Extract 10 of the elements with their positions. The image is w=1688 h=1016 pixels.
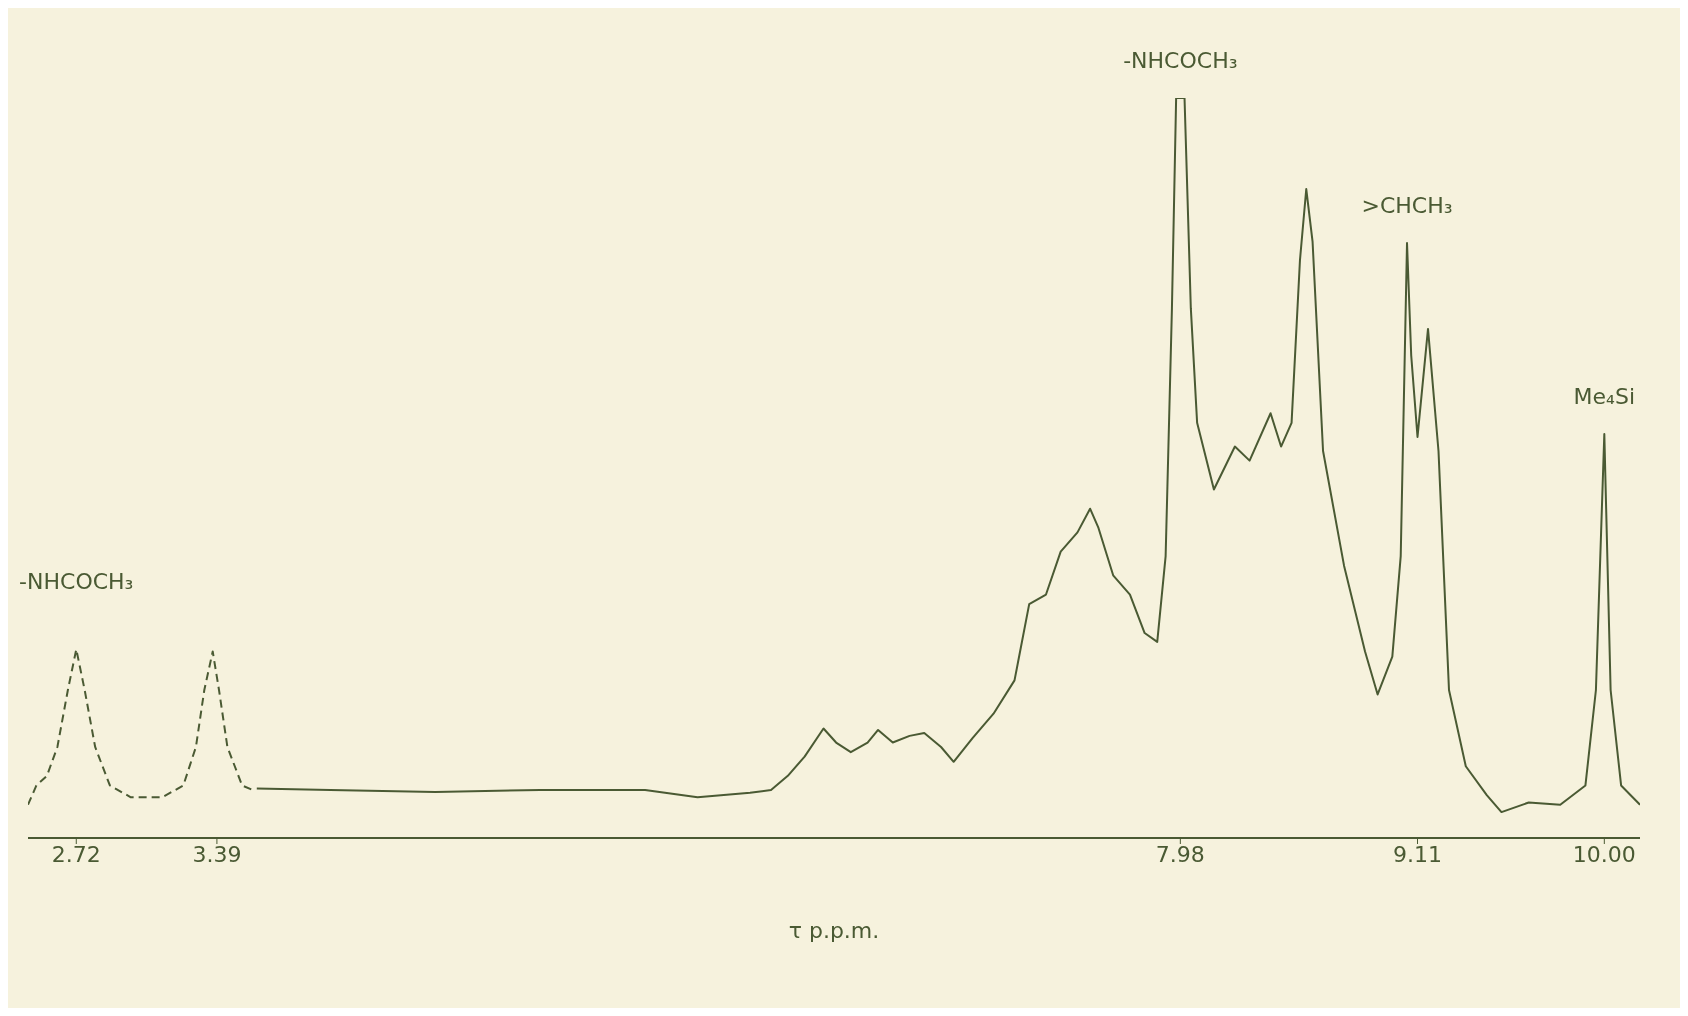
x-tick-label: 9.11: [1393, 841, 1442, 867]
x-tick-label: 7.98: [1155, 841, 1205, 867]
x-tick-label: 2.72: [51, 841, 101, 867]
annotation: -NHCOCH₃: [19, 569, 134, 595]
annotation: -NHCOCH₃: [1123, 48, 1238, 73]
x-tick-label: 10.00: [1572, 841, 1636, 867]
x-axis-title: τ p.p.m.: [788, 918, 880, 943]
x-tick-label: 3.39: [192, 841, 242, 867]
annotation: Me₄Si: [1573, 383, 1636, 409]
annotation: >CHCH₃: [1361, 193, 1453, 219]
